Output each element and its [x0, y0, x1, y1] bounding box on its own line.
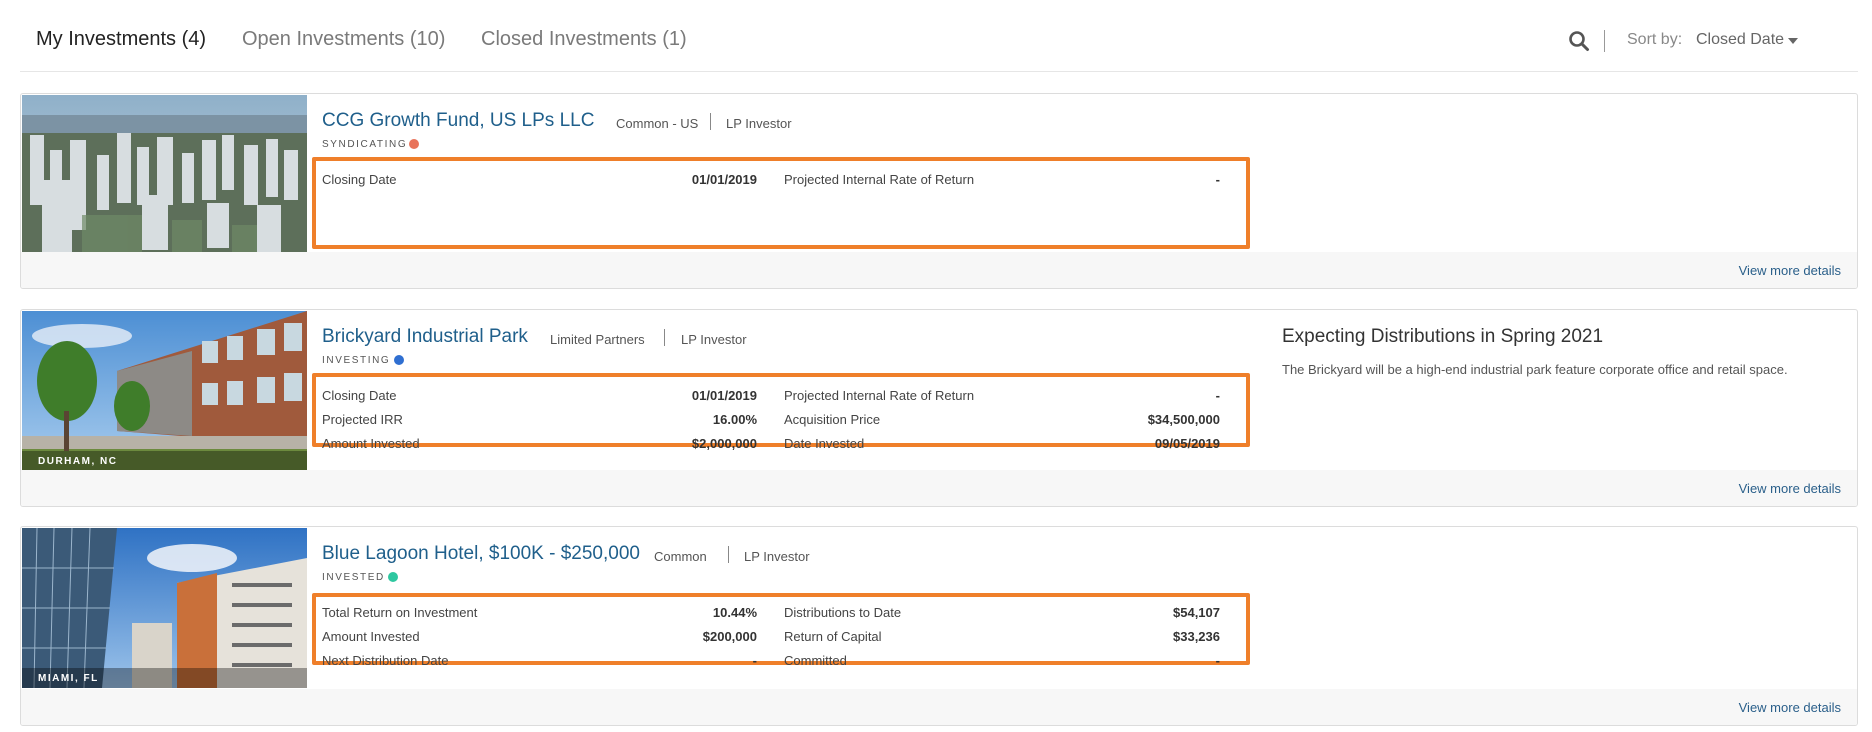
- location-label: DURHAM, NC: [38, 456, 118, 467]
- metric-label: Projected IRR: [322, 412, 403, 427]
- sort-dropdown[interactable]: Closed Date: [1696, 31, 1785, 48]
- metric-label: Committed: [784, 653, 847, 668]
- investment-title[interactable]: Blue Lagoon Hotel, $100K - $250,000: [322, 543, 640, 564]
- metrics-highlight-box: [312, 593, 1250, 665]
- metric-value: 16.00%: [712, 412, 757, 427]
- status-dot: [388, 572, 398, 582]
- tab-closed-investments[interactable]: Closed Investments (1): [481, 28, 687, 50]
- metric-label: Total Return on Investment: [322, 605, 478, 620]
- property-photo: MIAMI, FL: [22, 528, 307, 688]
- metric-label: Projected Internal Rate of Return: [784, 388, 975, 403]
- metric-value: $33,236: [1173, 629, 1220, 644]
- status-dot: [394, 355, 404, 365]
- investment-card: DURHAM, NC Brickyard Industrial Park Lim…: [20, 309, 1858, 507]
- metric-value: 09/05/2019: [1154, 436, 1220, 451]
- meta-divider: [664, 329, 665, 346]
- card-footer: View more details: [21, 689, 1857, 725]
- metric-label: Closing Date: [322, 388, 397, 403]
- status-badge: INVESTED: [322, 572, 385, 583]
- metric-value: 10.44%: [712, 605, 757, 620]
- metric-label: Amount Invested: [322, 629, 420, 644]
- metric-label: Closing Date: [322, 172, 397, 187]
- metric-value: 01/01/2019: [691, 172, 757, 187]
- metric-label: Next Distribution Date: [322, 653, 449, 668]
- search-icon[interactable]: [1568, 30, 1590, 52]
- tab-my-investments[interactable]: My Investments (4): [36, 28, 207, 50]
- investor-role: LP Investor: [681, 332, 747, 347]
- metric-label: Projected Internal Rate of Return: [784, 172, 975, 187]
- metric-label: Amount Invested: [322, 436, 420, 451]
- status-badge: INVESTING: [322, 355, 391, 366]
- chevron-down-icon[interactable]: [1788, 38, 1798, 44]
- investment-card: MIAMI, FL Blue Lagoon Hotel, $100K - $25…: [20, 526, 1858, 726]
- view-more-details-link[interactable]: View more details: [1738, 700, 1841, 715]
- metric-label: Date Invested: [784, 436, 865, 451]
- share-class: Common - US: [616, 116, 699, 131]
- metric-label: Return of Capital: [784, 629, 882, 644]
- share-class: Common: [654, 549, 707, 564]
- note-title: Expecting Distributions in Spring 2021: [1282, 326, 1604, 347]
- metric-label: Acquisition Price: [784, 412, 881, 427]
- tab-open-investments[interactable]: Open Investments (10): [242, 28, 446, 50]
- card-footer: View more details: [21, 252, 1857, 288]
- share-class: Limited Partners: [550, 332, 645, 347]
- metric-value: -: [1215, 172, 1220, 187]
- metric-value: -: [752, 653, 757, 668]
- metric-value: 01/01/2019: [691, 388, 757, 403]
- meta-divider: [710, 113, 711, 130]
- metric-value: $34,500,000: [1147, 412, 1220, 427]
- view-more-details-link[interactable]: View more details: [1738, 263, 1841, 278]
- metric-value: -: [1215, 653, 1220, 668]
- metric-label: Distributions to Date: [784, 605, 902, 620]
- metrics-highlight-box: [312, 157, 1250, 249]
- location-label: MIAMI, FL: [38, 673, 99, 684]
- status-dot: [409, 139, 419, 149]
- view-more-details-link[interactable]: View more details: [1738, 481, 1841, 496]
- investor-role: LP Investor: [726, 116, 792, 131]
- property-photo: [22, 95, 307, 255]
- card-footer: View more details: [21, 470, 1857, 506]
- metric-value: $2,000,000: [691, 436, 757, 451]
- note-body: The Brickyard will be a high-end industr…: [1282, 362, 1788, 377]
- property-photo: DURHAM, NC: [22, 311, 307, 471]
- investment-title[interactable]: Brickyard Industrial Park: [322, 326, 528, 347]
- investment-card: CCG Growth Fund, US LPs LLC Common - US …: [20, 93, 1858, 289]
- toolbar-divider: [1604, 30, 1605, 52]
- metric-value: $200,000: [702, 629, 757, 644]
- investment-title[interactable]: CCG Growth Fund, US LPs LLC: [322, 110, 595, 131]
- sort-label: Sort by:: [1627, 31, 1683, 48]
- top-bar: My Investments (4) Open Investments (10)…: [20, 0, 1858, 72]
- metrics-highlight-box: [312, 373, 1250, 447]
- metric-value: $54,107: [1173, 605, 1220, 620]
- status-badge: SYNDICATING: [322, 139, 408, 150]
- metric-value: -: [1215, 388, 1220, 403]
- investor-role: LP Investor: [744, 549, 810, 564]
- meta-divider: [728, 546, 729, 563]
